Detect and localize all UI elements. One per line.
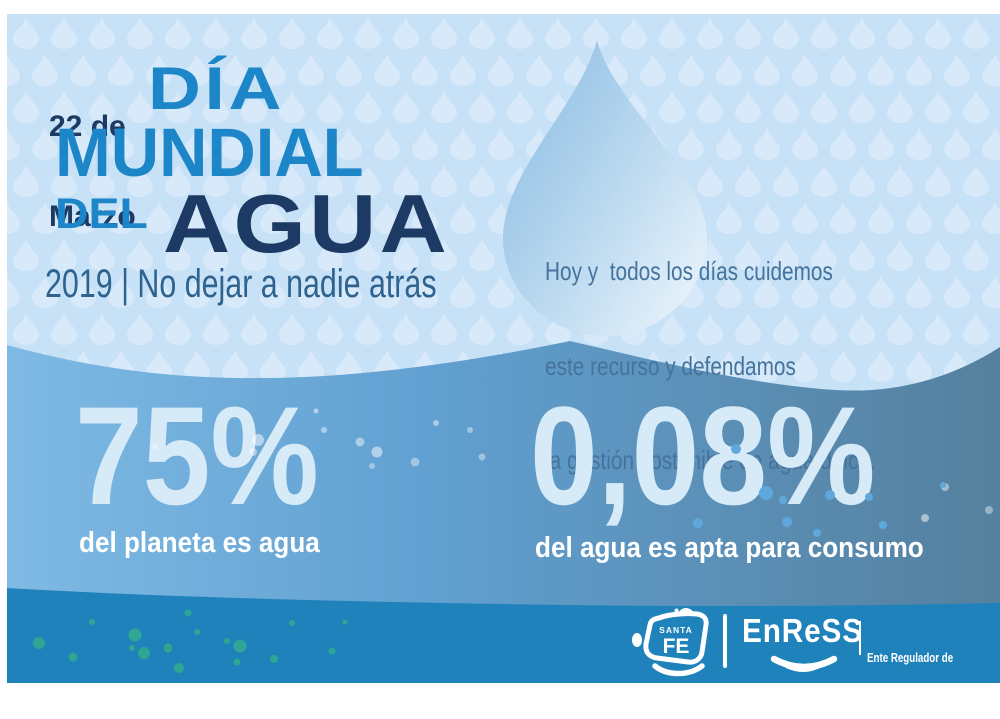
world-water-day-poster: SANTA FE 22 de Marzo DÍA MUNDIAL DEL AGU… (7, 14, 1000, 683)
title-word-del: DEL (55, 190, 148, 238)
teal-bubbles (33, 609, 348, 673)
message-line2: este recurso y defendamos (545, 350, 796, 381)
enress-logo-text: EnReSS (742, 612, 863, 649)
date-badge: 22 de Marzo (49, 52, 136, 292)
enress-wave-icon (770, 655, 838, 672)
message-line1: Hoy y todos los días cuidemos (545, 256, 833, 286)
stat-label-drinkable: del agua es apta para consumo (535, 532, 924, 564)
title-word-mundial: MUNDIAL (55, 114, 364, 191)
big-water-drop (503, 40, 707, 336)
message-text: Hoy y todos los días cuidemos este recur… (545, 193, 876, 540)
stat-value-drinkable: 0,08% (530, 377, 876, 534)
santafe-word-small: SANTA (659, 625, 693, 635)
santafe-logo: SANTA FE (632, 608, 709, 677)
org-full-name: Ente Regulador de Servicios Sanitarios (867, 623, 960, 683)
date-line2: Marzo (49, 200, 136, 233)
poster-background-graphics: SANTA FE (7, 14, 1000, 683)
stat-label-planet: del planeta es agua (79, 527, 320, 559)
santafe-leaf (632, 633, 642, 647)
santafe-top-tab (679, 608, 693, 614)
santafe-tail (652, 663, 705, 677)
middle-water-wave (7, 341, 1000, 683)
stat-value-planet: 75% (75, 377, 319, 534)
org-name-line1: Ente Regulador de (867, 651, 954, 665)
campaign-subtitle: 2019 | No dejar a nadie atrás (45, 262, 437, 306)
title-word-agua: AGUA (163, 177, 451, 270)
santafe-outline (643, 611, 709, 665)
title-word-dia: DÍA (148, 55, 286, 122)
date-line1: 22 de (49, 110, 126, 143)
message-line3: la gestión sostenible de agua dulce. (545, 445, 876, 475)
santafe-word-big: FE (663, 635, 690, 658)
bottom-water-wave (7, 588, 1000, 683)
footer-divider (723, 614, 727, 668)
santafe-dot (674, 608, 679, 613)
org-name-divider (859, 621, 861, 655)
